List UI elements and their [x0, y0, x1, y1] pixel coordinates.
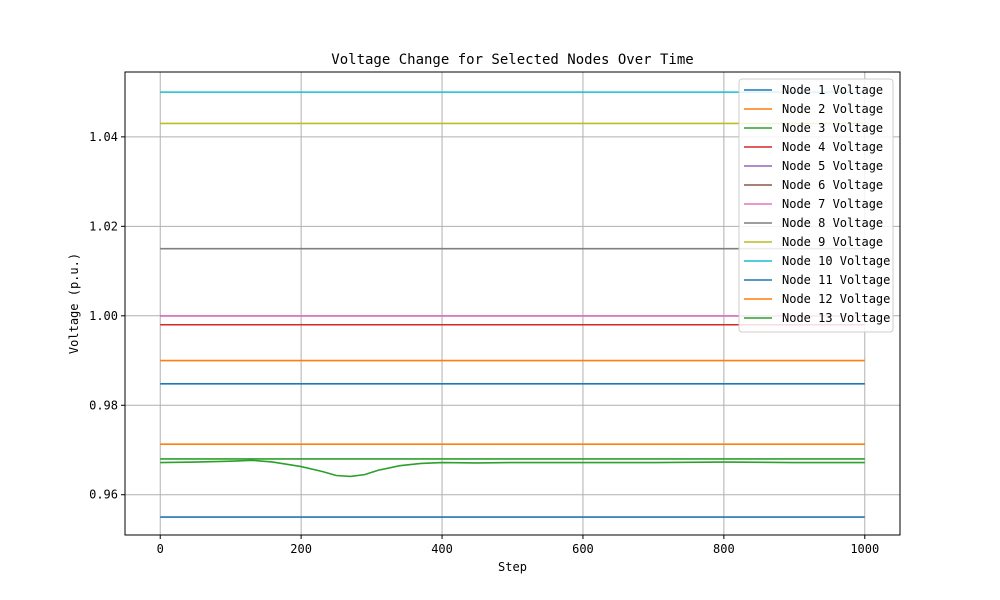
legend: Node 1 Voltage Node 2 Voltage Node 3 Volta…	[738, 78, 894, 333]
legend-entry: Node 9 Voltage	[782, 235, 883, 249]
x-tick-label: 800	[713, 542, 735, 556]
y-tick-label: 0.96	[89, 488, 118, 502]
legend-entry: Node 3 Voltage	[782, 121, 883, 135]
y-tick-label: 0.98	[89, 398, 118, 412]
legend-entry: Node 1 Voltage	[782, 83, 883, 97]
legend-entry: Node 6 Voltage	[782, 178, 883, 192]
legend-entry: Node 13 Voltage	[782, 311, 890, 325]
legend-entry: Node 7 Voltage	[782, 197, 883, 211]
series-lines	[160, 91, 865, 518]
x-tick-label: 600	[572, 542, 594, 556]
x-axis-label: Step	[498, 560, 527, 574]
x-tick-label: 1000	[850, 542, 879, 556]
axis-ticks: 0 200 400 600 800 1000 0.96 0.98 1.00 1.02 1.04	[89, 130, 879, 556]
chart-title: Voltage Change for Selected Nodes Over T…	[331, 52, 693, 68]
legend-entry: Node 8 Voltage	[782, 216, 883, 230]
plot-frame	[124, 71, 901, 536]
legend-box	[738, 78, 894, 333]
legend-entry: Node 4 Voltage	[782, 140, 883, 154]
y-tick-label: 1.02	[89, 219, 118, 233]
legend-entry: Node 2 Voltage	[782, 102, 883, 116]
y-axis-label: Voltage (p.u.)	[67, 253, 81, 354]
legend-entry: Node 5 Voltage	[782, 159, 883, 173]
x-tick-label: 400	[431, 542, 453, 556]
series-line-node-3	[160, 459, 865, 478]
legend-entry: Node 12 Voltage	[782, 292, 890, 306]
x-tick-label: 200	[290, 542, 312, 556]
legend-entry: Node 11 Voltage	[782, 273, 890, 287]
legend-entry: Node 10 Voltage	[782, 254, 890, 268]
y-tick-label: 1.00	[89, 309, 118, 323]
x-tick-label: 0	[157, 542, 164, 556]
y-tick-label: 1.04	[89, 130, 118, 144]
